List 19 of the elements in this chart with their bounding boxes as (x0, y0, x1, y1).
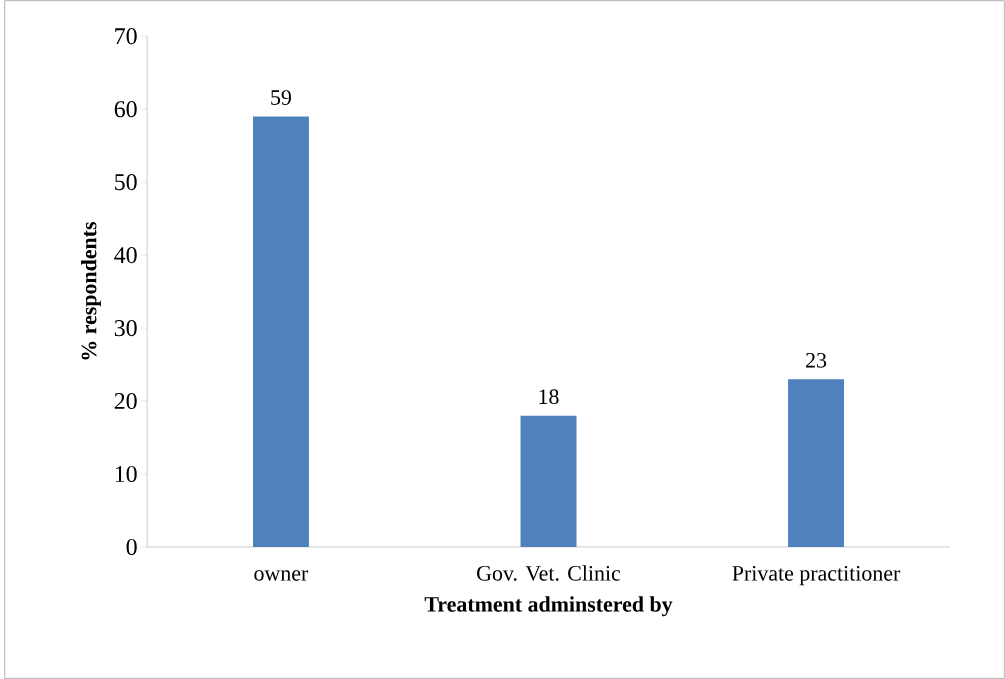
x-tick-label: Gov. Vet. Clinic (477, 565, 621, 581)
bar (252, 116, 309, 547)
y-tick-label: 70 (115, 28, 137, 45)
x-tick-label: Private practitioner (732, 565, 901, 586)
y-tick-label: 40 (114, 246, 137, 264)
y-axis-title: % respondents (81, 221, 101, 360)
y-tick-label: 20 (114, 392, 137, 410)
y-tick-label: 60 (114, 101, 137, 118)
bar (520, 415, 577, 547)
y-tick-label: 30 (114, 319, 137, 337)
data-label: 18 (539, 389, 559, 405)
y-tick-label: 50 (115, 173, 137, 191)
y-tick-label: 10 (115, 465, 137, 483)
data-label: 59 (271, 90, 291, 105)
data-label: 23 (806, 352, 827, 368)
bar (788, 379, 845, 547)
x-tick-label: owner (254, 570, 309, 581)
y-tick-label: 0 (126, 538, 137, 555)
x-axis-title: Treatment adminstered by (424, 596, 673, 617)
